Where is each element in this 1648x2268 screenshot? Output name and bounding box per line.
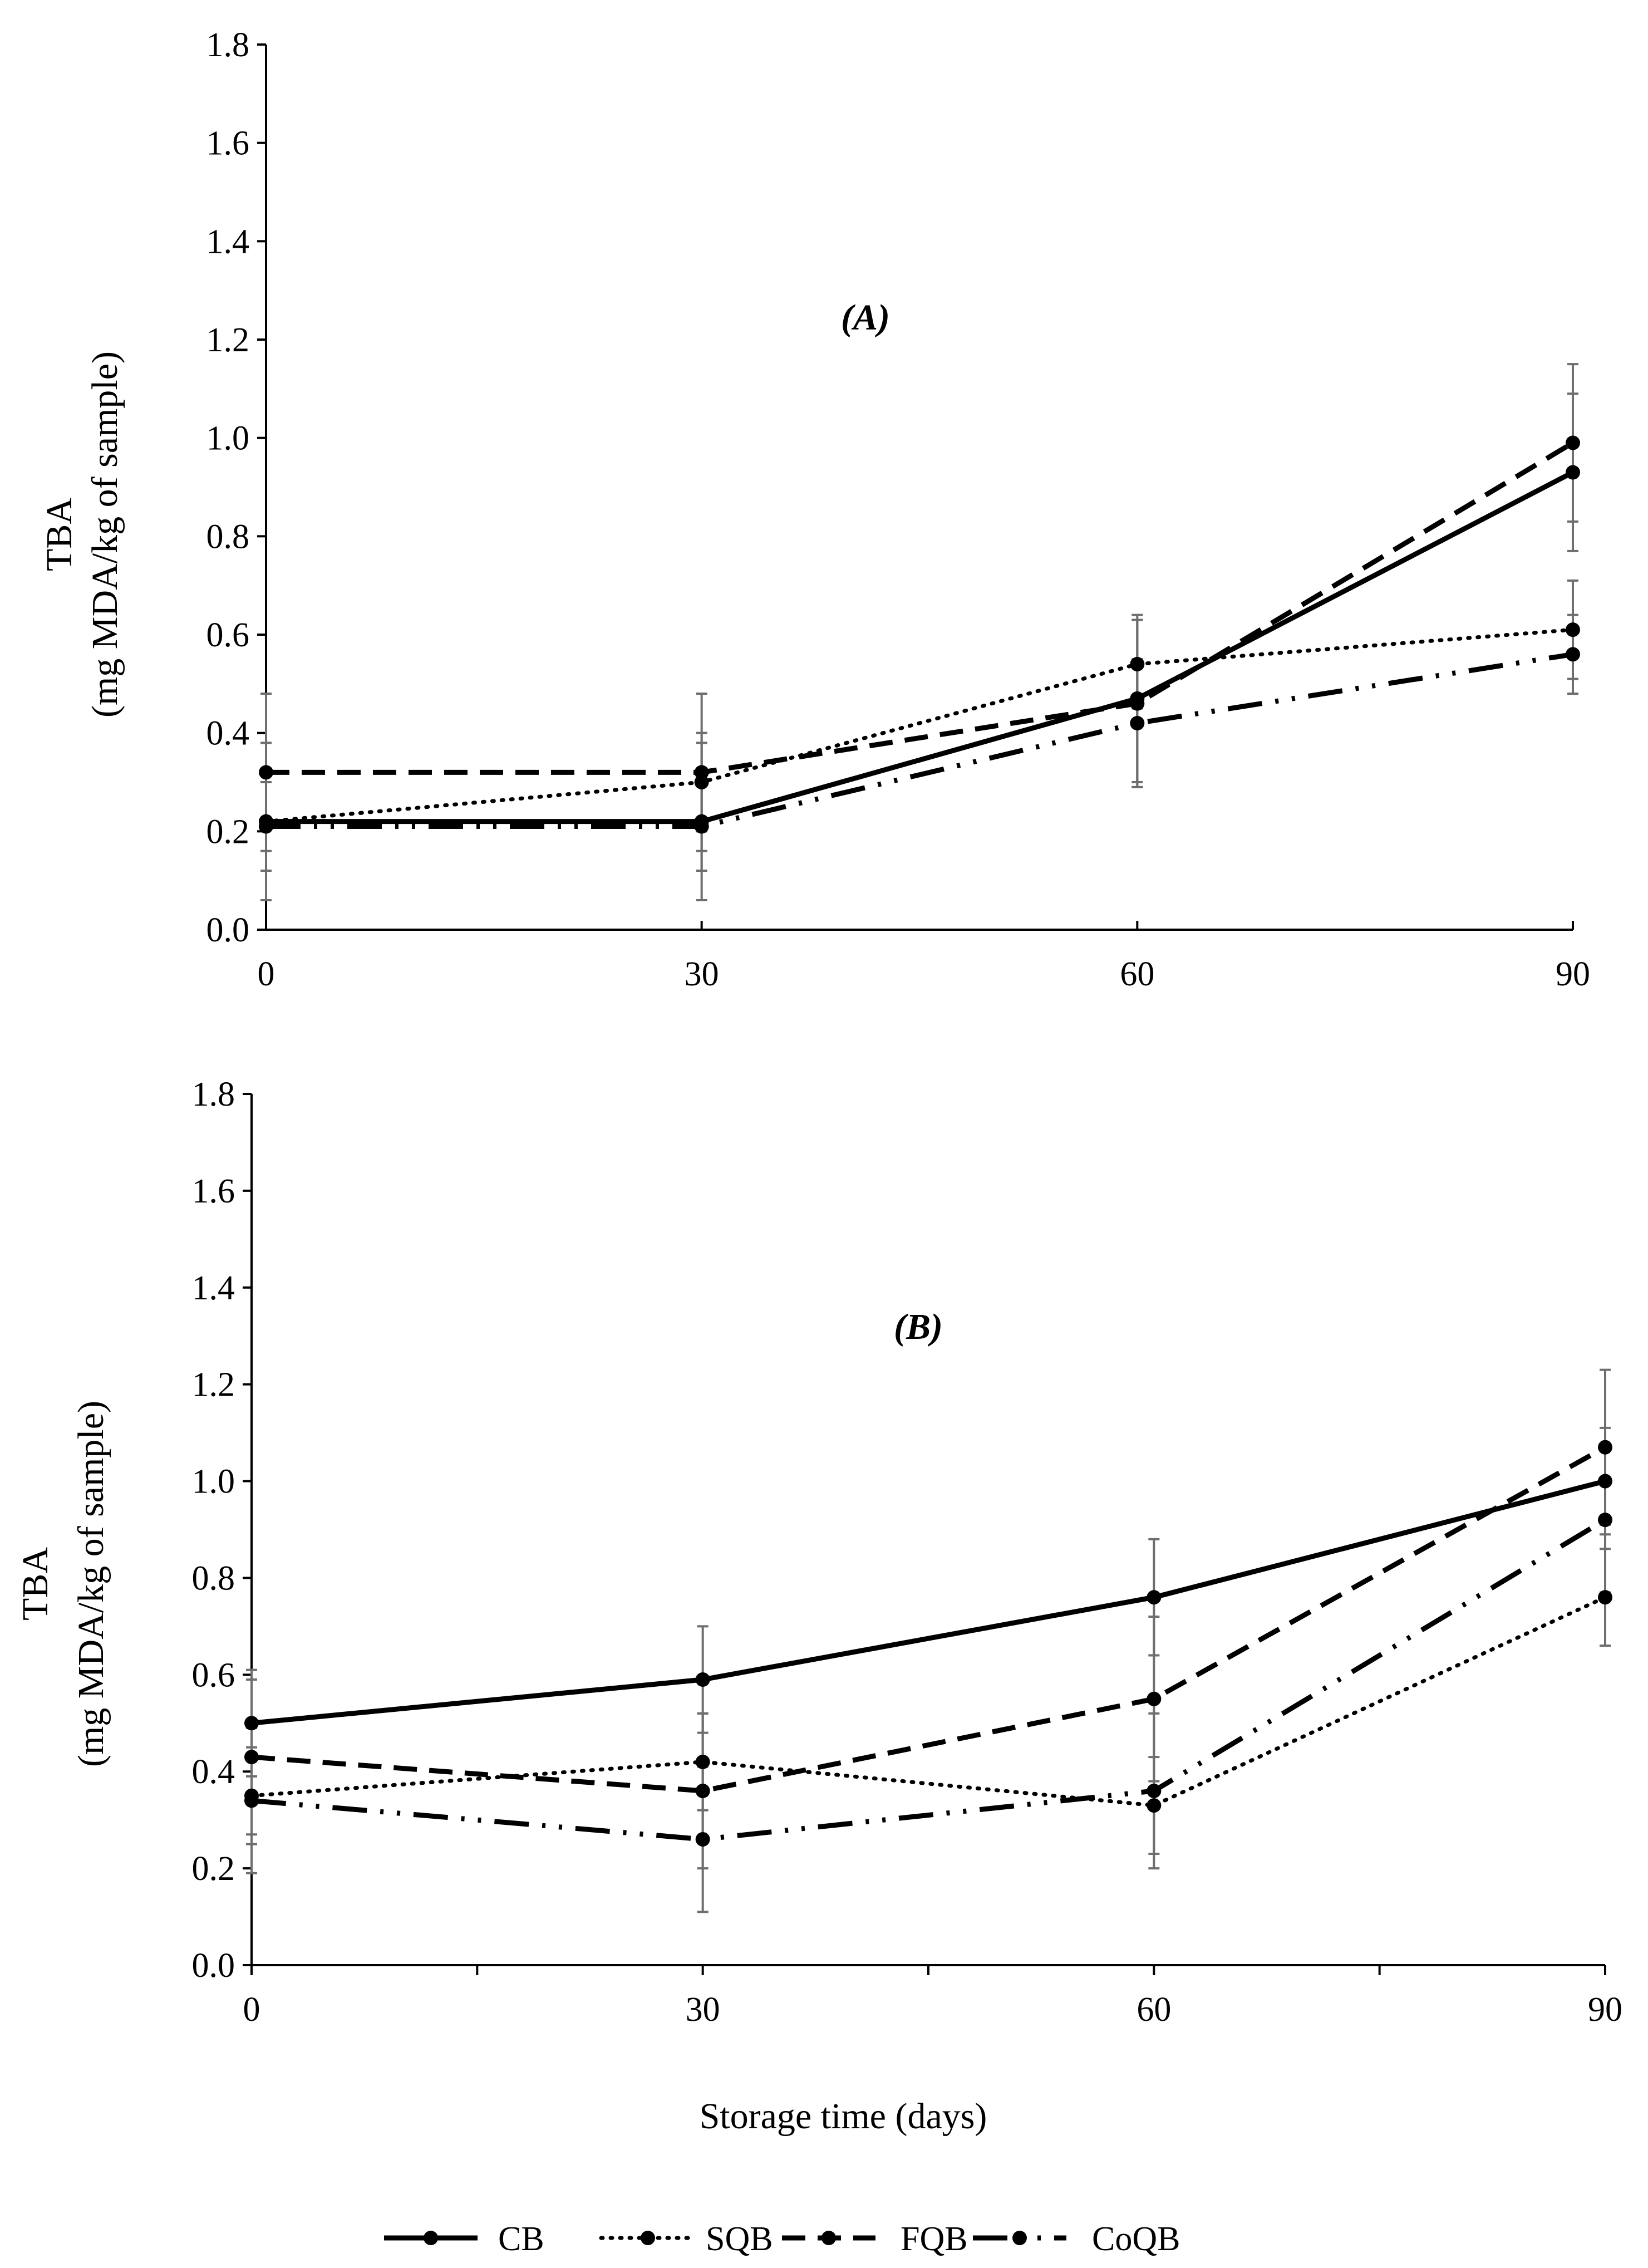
legend-marker-coqb — [1012, 2231, 1027, 2245]
series-line-cb — [266, 470, 1575, 824]
x-tick-label-a: 0 — [258, 955, 275, 993]
chart-panel-a: TBA (mg MDA/kg of sample) (A) 0.0 0.2 0.4 0… — [39, 26, 1590, 993]
chart-legend: CB SQB FQB CoQB — [384, 2220, 1180, 2258]
data-point-cb — [695, 1672, 710, 1687]
y-tick-label-b: 1.2 — [192, 1366, 235, 1404]
y-tick-label-a: 1.8 — [206, 26, 250, 64]
data-point-cb — [1147, 1590, 1162, 1605]
data-point-cb — [1566, 465, 1580, 480]
chart-panel-b: TBA (mg MDA/kg of sample) (B) 0.0 0.2 0.4 0… — [15, 1076, 1622, 2029]
data-point-sqb — [1598, 1590, 1612, 1605]
legend-marker-cb — [424, 2231, 438, 2245]
y-axis-title-line1-a: TBA — [39, 498, 80, 571]
data-point-sqb — [695, 1754, 710, 1769]
y-tick-label-a: 1.6 — [206, 125, 250, 163]
y-tick-label-b: 0.2 — [192, 1850, 235, 1888]
data-point-coqb — [259, 819, 273, 834]
series-line-sqb — [264, 627, 1575, 824]
data-point-cb — [1598, 1474, 1612, 1489]
legend-label-sqb: SQB — [706, 2220, 773, 2258]
legend-marker-sqb — [641, 2231, 655, 2245]
legend-label-coqb: CoQB — [1092, 2220, 1180, 2258]
data-point-coqb — [1598, 1513, 1612, 1528]
series-line-fqb — [266, 440, 1575, 775]
y-axis-title-line2-a: (mg MDA/kg of sample) — [85, 351, 125, 718]
data-point-sqb — [1130, 657, 1145, 671]
y-tick-label-b: 0.0 — [192, 1947, 235, 1985]
series-line-coqb — [266, 651, 1573, 829]
y-tick-label-a: 1.4 — [206, 223, 250, 261]
y-tick-label-a: 0.4 — [206, 715, 250, 753]
data-point-fqb — [1147, 1691, 1162, 1706]
legend-label-fqb: FQB — [901, 2220, 968, 2258]
y-tick-label-a: 0.0 — [206, 911, 250, 949]
y-tick-label-a: 1.0 — [206, 420, 250, 458]
data-point-coqb — [1566, 647, 1580, 662]
y-tick-label-a: 0.6 — [206, 616, 250, 654]
y-tick-label-a: 0.8 — [206, 518, 250, 556]
panel-label-b: (B) — [894, 1307, 943, 1347]
x-tick-label-a: 30 — [685, 955, 719, 993]
x-tick-label-b: 90 — [1588, 1991, 1622, 2029]
data-point-fqb — [1566, 435, 1580, 450]
y-axis-title-line2-b: (mg MDA/kg of sample) — [71, 1401, 111, 1767]
data-point-coqb — [1147, 1784, 1162, 1798]
series-line-sqb — [249, 1595, 1607, 1808]
data-point-coqb — [694, 819, 709, 834]
data-point-coqb — [695, 1832, 710, 1847]
y-tick-label-a: 0.2 — [206, 813, 250, 851]
data-point-fqb — [695, 1784, 710, 1798]
x-tick-label-b: 0 — [243, 1991, 260, 2029]
panel-label-a: (A) — [841, 297, 890, 338]
legend-marker-fqb — [821, 2231, 836, 2245]
x-tick-label-b: 30 — [686, 1991, 720, 2029]
x-tick-label-b: 60 — [1137, 1991, 1171, 2029]
series-line-coqb — [251, 1518, 1607, 1842]
series-line-cb — [251, 1479, 1606, 1726]
x-axis-title: Storage time (days) — [700, 2096, 987, 2137]
data-point-fqb — [1598, 1440, 1612, 1455]
y-tick-label-b: 0.8 — [192, 1559, 235, 1597]
data-point-coqb — [1130, 716, 1145, 730]
series-line-fqb — [251, 1445, 1607, 1794]
data-point-cb — [244, 1716, 259, 1731]
data-point-fqb — [259, 765, 273, 780]
data-point-fqb — [694, 765, 709, 780]
y-tick-label-b: 1.8 — [192, 1076, 235, 1113]
data-point-fqb — [244, 1750, 259, 1765]
y-tick-label-b: 0.4 — [192, 1753, 235, 1791]
x-tick-label-a: 90 — [1556, 955, 1590, 993]
data-point-coqb — [244, 1793, 259, 1808]
legend-label-cb: CB — [498, 2220, 544, 2258]
y-tick-label-a: 1.2 — [206, 321, 250, 359]
x-tick-label-a: 60 — [1120, 955, 1154, 993]
y-tick-label-b: 0.6 — [192, 1656, 235, 1694]
data-point-fqb — [1130, 696, 1145, 711]
data-point-sqb — [1147, 1798, 1162, 1813]
data-point-sqb — [1566, 622, 1580, 637]
y-tick-label-b: 1.0 — [192, 1463, 235, 1501]
y-tick-label-b: 1.6 — [192, 1172, 235, 1210]
y-tick-label-b: 1.4 — [192, 1269, 235, 1307]
y-axis-title-line1-b: TBA — [15, 1547, 56, 1621]
